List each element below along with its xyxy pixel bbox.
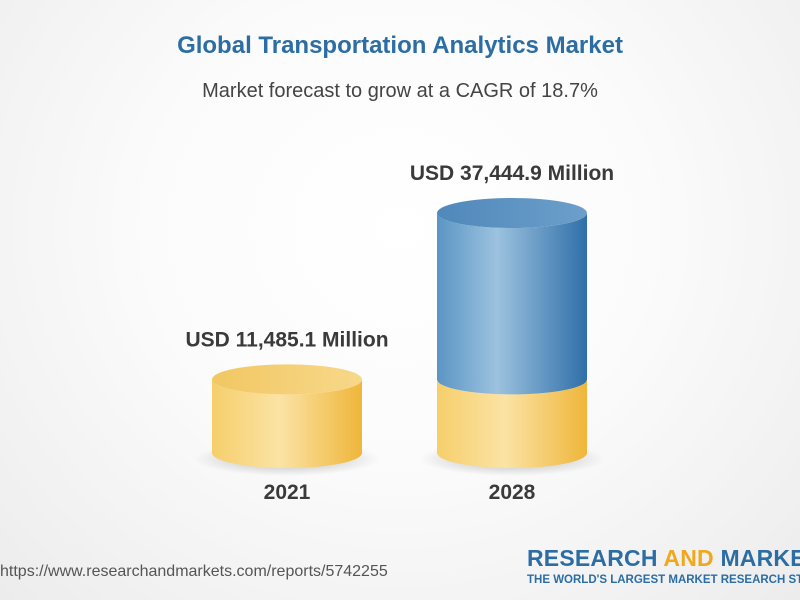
data-label-2021: USD 11,485.1 Million: [185, 328, 388, 351]
cylinder-2028-growth-segment: [437, 213, 587, 395]
cylinder-2028-base-segment: [437, 379, 587, 468]
chart-title: Global Transportation Analytics Market: [177, 32, 623, 59]
data-label-2028: USD 37,444.9 Million: [410, 162, 614, 185]
cylinder-2028-top: [437, 198, 587, 228]
cylinder-2021: [212, 379, 362, 468]
logo-wordmark: RESEARCH AND MARKETS: [527, 545, 800, 571]
category-label-2021: 2021: [264, 481, 311, 504]
research-and-markets-logo: RESEARCH AND MARKETS THE WORLD'S LARGEST…: [527, 545, 800, 595]
source-url[interactable]: https://www.researchandmarkets.com/repor…: [0, 563, 388, 580]
category-label-2028: 2028: [489, 481, 536, 504]
cylinder-2021-top: [212, 364, 362, 395]
chart-subtitle: Market forecast to grow at a CAGR of 18.…: [202, 80, 598, 102]
logo-tagline: THE WORLD'S LARGEST MARKET RESEARCH STOR…: [527, 574, 800, 586]
